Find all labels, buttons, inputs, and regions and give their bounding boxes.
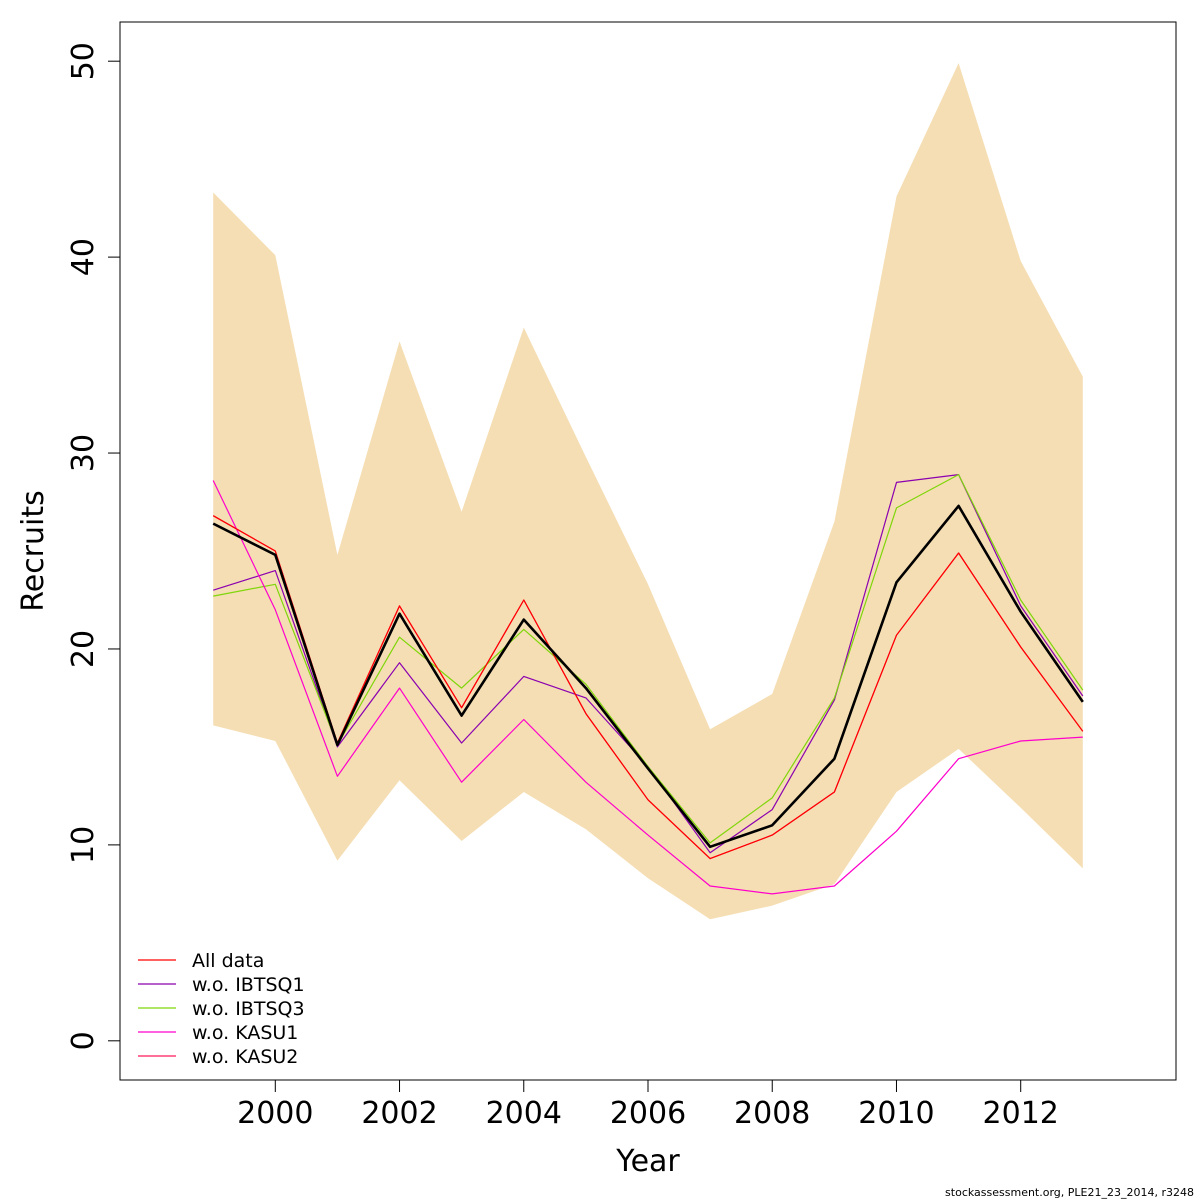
y-tick-label: 0 bbox=[66, 1031, 101, 1050]
series-line-all-data bbox=[212, 515, 1084, 860]
x-tick-label: 2006 bbox=[610, 1096, 686, 1131]
confidence-band-layer bbox=[213, 63, 1083, 920]
legend-label: All data bbox=[192, 950, 264, 972]
x-tick-label: 2000 bbox=[237, 1096, 313, 1131]
confidence-band bbox=[213, 63, 1083, 920]
y-axis: 0 10 20 30 40 50 bbox=[66, 42, 121, 1050]
y-tick-label: 50 bbox=[66, 42, 101, 80]
y-axis-title: Recruits bbox=[16, 490, 51, 612]
legend-label: w.o. KASU2 bbox=[192, 1046, 298, 1068]
footer-credit: stockassessment.org, PLE21_23_2014, r324… bbox=[945, 1186, 1194, 1199]
estimate-line bbox=[212, 504, 1084, 849]
series-line-w-o-kasu1 bbox=[212, 480, 1083, 895]
y-tick-label: 10 bbox=[66, 826, 101, 864]
legend-label: w.o. KASU1 bbox=[192, 1022, 298, 1044]
x-tick-label: 2012 bbox=[983, 1096, 1059, 1131]
x-tick-label: 2008 bbox=[734, 1096, 810, 1131]
x-tick-label: 2004 bbox=[486, 1096, 562, 1131]
legend-label: w.o. IBTSQ3 bbox=[192, 998, 305, 1020]
x-axis-title: Year bbox=[615, 1144, 680, 1179]
x-tick-label: 2010 bbox=[858, 1096, 934, 1131]
legend-label: w.o. IBTSQ1 bbox=[192, 974, 305, 996]
y-tick-label: 30 bbox=[66, 434, 101, 472]
series-layer bbox=[212, 474, 1084, 895]
y-tick-label: 40 bbox=[66, 238, 101, 276]
x-axis: 2000 2002 2004 2006 2008 2010 2012 bbox=[237, 1079, 1059, 1131]
y-tick-label: 20 bbox=[66, 630, 101, 668]
x-tick-label: 2002 bbox=[361, 1096, 437, 1131]
